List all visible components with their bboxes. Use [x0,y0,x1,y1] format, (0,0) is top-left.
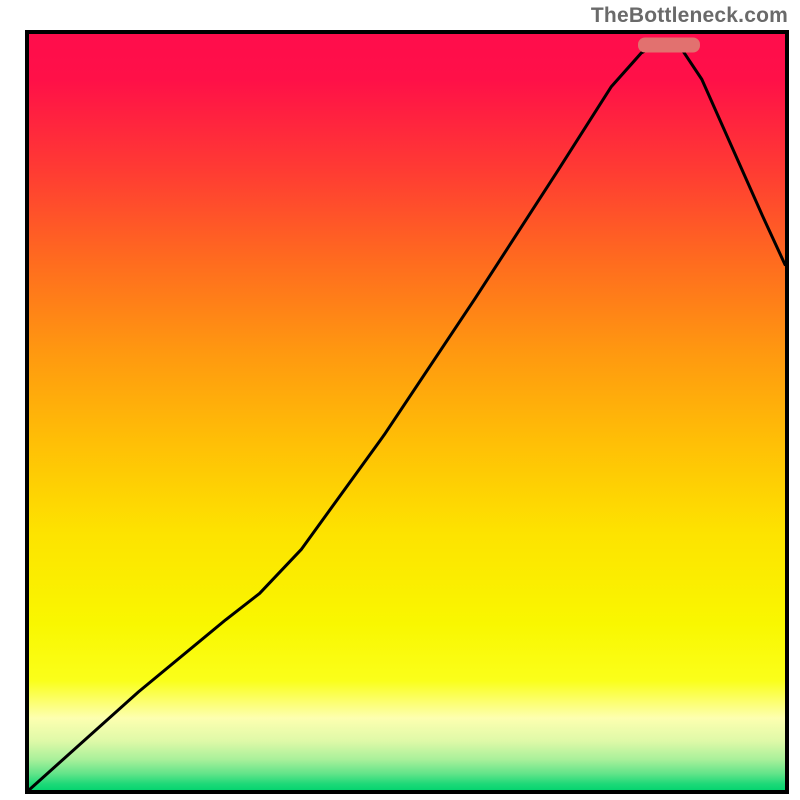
watermark-text: TheBottleneck.com [591,4,788,28]
chart-canvas: { "watermark": { "text": "TheBottleneck.… [0,0,800,800]
optimal-marker [638,38,700,53]
plot-area [25,30,789,794]
curve-path [29,42,785,790]
bottleneck-curve [29,34,785,790]
